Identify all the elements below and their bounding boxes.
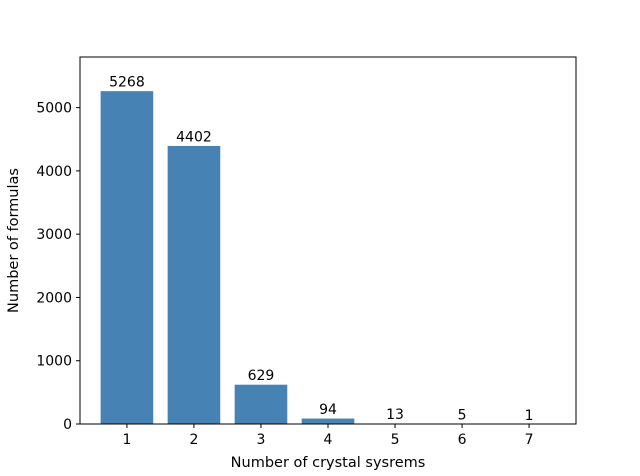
data-labels-group: 5268 4402 629 94 13 5 1 [109,75,533,424]
data-label-5: 13 [386,407,404,423]
y-tick-label-0: 0 [63,417,72,433]
data-label-3: 629 [248,368,275,384]
data-label-6: 5 [458,408,467,424]
x-tick-label-1: 1 [122,432,131,448]
x-tick-label-3: 3 [257,432,266,448]
y-tick-label-5000: 5000 [36,101,72,117]
y-tick-label-1000: 1000 [36,354,72,370]
x-tick-label-7: 7 [525,432,534,448]
data-label-7: 1 [525,408,534,424]
data-label-2: 4402 [176,129,212,145]
data-label-4: 94 [319,402,337,418]
x-tick-label-4: 4 [324,432,333,448]
y-axis-label: Number of formulas [6,168,22,313]
x-axis-ticks: 1 2 3 4 5 6 7 [122,424,534,448]
bar-4 [300,417,356,425]
bar-2 [166,144,222,425]
x-tick-label-5: 5 [391,432,400,448]
data-label-1: 5268 [109,75,145,91]
y-axis-ticks: 0 1000 2000 3000 4000 5000 [36,101,80,433]
y-tick-label-2000: 2000 [36,290,72,306]
x-tick-label-2: 2 [189,432,198,448]
y-tick-label-3000: 3000 [36,227,72,243]
plot-frame [79,56,577,425]
y-tick-label-4000: 4000 [36,164,72,180]
bar-3 [233,383,289,425]
bars-group [99,90,557,425]
x-tick-label-6: 6 [458,432,467,448]
bar-1 [99,90,155,425]
x-axis-label: Number of crystal sysrems [231,455,426,471]
